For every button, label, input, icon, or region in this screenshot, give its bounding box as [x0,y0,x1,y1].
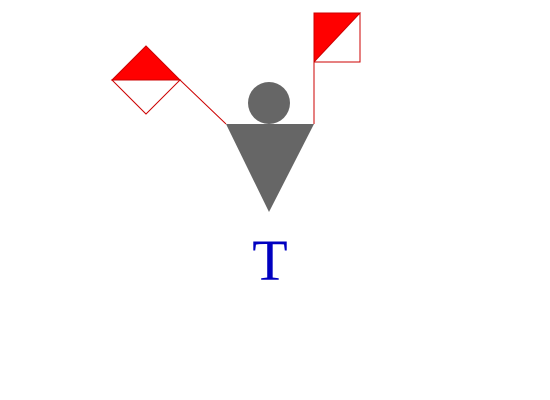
right-flag [313,12,362,64]
right-flag-red-half [313,12,362,64]
left-flag-red-half [110,45,182,81]
left-flag-white-half [110,79,182,115]
left-arm-line [179,79,227,125]
left-flag [110,45,182,115]
figure-body [226,124,314,212]
semaphore-letter: T [252,228,288,293]
figure-head [248,82,290,124]
